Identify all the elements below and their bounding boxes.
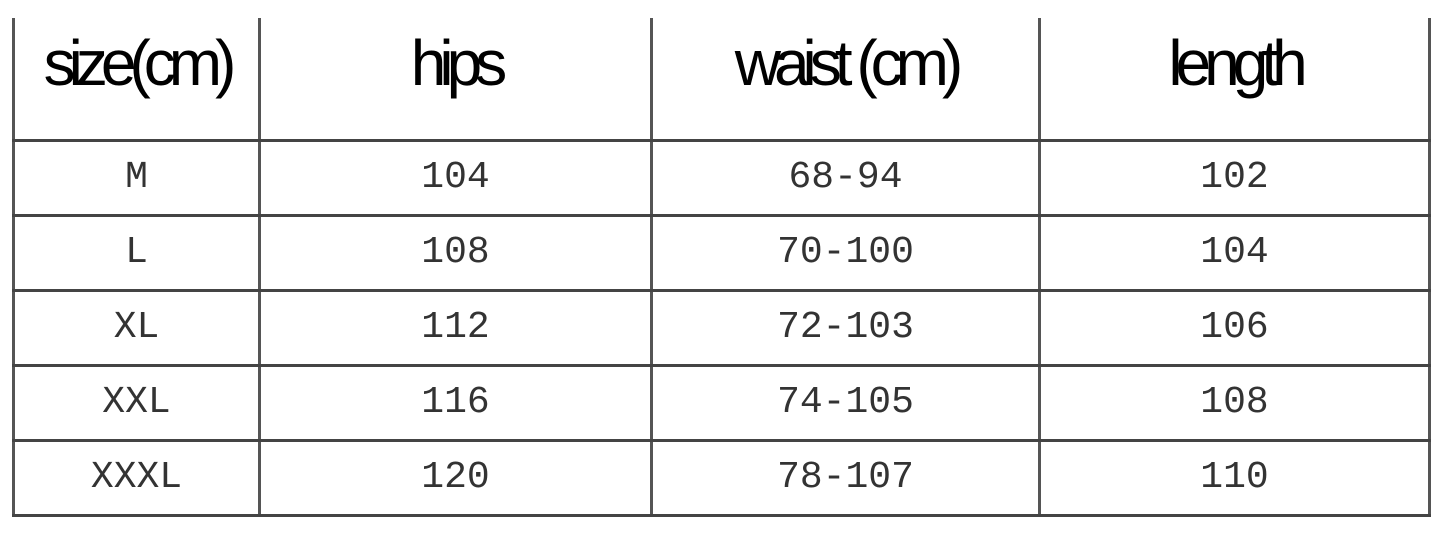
- header-row: size(cm) hips waist (cm) length: [12, 18, 1431, 142]
- cell-waist: 74-105: [650, 365, 1041, 442]
- cell-length: 106: [1038, 290, 1431, 367]
- cell-hips: 116: [258, 365, 653, 442]
- cell-hips: 112: [258, 290, 653, 367]
- header-size: size(cm): [12, 18, 261, 142]
- table-row: XXXL 120 78-107 110: [12, 440, 1431, 517]
- cell-waist: 70-100: [650, 215, 1041, 292]
- cell-hips: 120: [258, 440, 653, 517]
- cell-size: M: [12, 140, 261, 217]
- header-hips: hips: [258, 18, 653, 142]
- cell-hips: 108: [258, 215, 653, 292]
- header-waist: waist (cm): [650, 18, 1041, 142]
- cell-size: L: [12, 215, 261, 292]
- table-row: L 108 70-100 104: [12, 215, 1431, 292]
- table-row: M 104 68-94 102: [12, 140, 1431, 217]
- table-row: XXL 116 74-105 108: [12, 365, 1431, 442]
- cell-length: 108: [1038, 365, 1431, 442]
- cell-hips: 104: [258, 140, 653, 217]
- cell-waist: 68-94: [650, 140, 1041, 217]
- size-chart-table: size(cm) hips waist (cm) length M 104 68…: [12, 18, 1431, 517]
- header-length: length: [1038, 18, 1431, 142]
- cell-length: 104: [1038, 215, 1431, 292]
- cell-size: XL: [12, 290, 261, 367]
- cell-size: XXL: [12, 365, 261, 442]
- cell-size: XXXL: [12, 440, 261, 517]
- cell-length: 110: [1038, 440, 1431, 517]
- table-row: XL 112 72-103 106: [12, 290, 1431, 367]
- cell-waist: 78-107: [650, 440, 1041, 517]
- cell-waist: 72-103: [650, 290, 1041, 367]
- cell-length: 102: [1038, 140, 1431, 217]
